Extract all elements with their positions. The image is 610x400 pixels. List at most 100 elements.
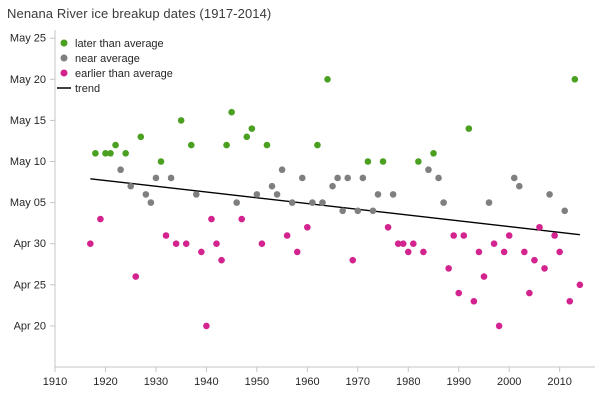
data-point — [425, 166, 432, 174]
data-point — [480, 273, 488, 280]
x-tick-label: 1970 — [346, 376, 370, 388]
data-point — [132, 273, 140, 280]
data-point — [87, 240, 94, 248]
data-point — [379, 158, 387, 165]
data-point — [248, 125, 256, 132]
data-point — [460, 232, 468, 239]
data-point — [187, 141, 195, 149]
y-tick-label: Apr 25 — [14, 279, 46, 291]
data-point — [218, 256, 225, 264]
data-point — [193, 191, 200, 198]
x-tick-label: 1950 — [245, 376, 269, 388]
data-point — [137, 133, 145, 141]
data-point — [253, 191, 261, 198]
data-point — [389, 191, 397, 198]
data-point — [404, 248, 412, 256]
data-point — [364, 158, 372, 165]
x-tick-label: 1910 — [43, 376, 67, 388]
legend-label: trend — [75, 83, 100, 95]
data-point — [440, 199, 447, 206]
data-point — [324, 76, 331, 83]
data-point — [510, 174, 518, 182]
data-point — [541, 265, 548, 272]
data-point — [490, 240, 498, 248]
data-point — [107, 149, 114, 157]
y-tick-label: May 05 — [10, 197, 46, 209]
y-tick-label: May 25 — [10, 33, 46, 45]
legend-item-near: near average — [60, 53, 140, 65]
data-point — [258, 240, 266, 248]
data-point — [329, 182, 336, 190]
data-point — [415, 158, 422, 165]
y-tick-label: May 15 — [10, 115, 46, 127]
data-point — [288, 199, 296, 206]
data-point — [369, 207, 377, 215]
data-point — [455, 289, 463, 297]
legend-earlier-swatch — [60, 69, 68, 77]
y-tick-label: May 10 — [10, 156, 46, 168]
data-point — [470, 297, 478, 305]
chart-title: Nenana River ice breakup dates (1917-201… — [7, 6, 272, 21]
data-point — [394, 240, 402, 248]
data-point — [354, 207, 362, 215]
x-tick-label: 1990 — [446, 376, 470, 388]
data-point — [273, 191, 281, 198]
data-point — [213, 240, 220, 248]
data-point — [92, 149, 99, 157]
data-point — [198, 248, 205, 256]
data-point — [374, 191, 382, 198]
data-point — [223, 141, 230, 149]
data-point — [177, 117, 185, 124]
data-point — [112, 141, 119, 149]
data-point — [127, 182, 135, 190]
data-point — [304, 223, 311, 231]
data-point — [243, 133, 251, 141]
data-point — [152, 174, 160, 182]
data-point — [344, 174, 352, 182]
x-tick-label: 1960 — [295, 376, 319, 388]
data-point — [182, 240, 190, 248]
data-point — [122, 149, 129, 157]
data-point — [485, 199, 493, 206]
data-point — [334, 174, 341, 182]
trend-line — [90, 178, 580, 236]
data-point — [208, 215, 215, 223]
data-point — [420, 248, 427, 256]
x-tick-label: 2010 — [547, 376, 571, 388]
data-point — [293, 248, 301, 256]
data-point — [359, 174, 367, 182]
y-tick-label: Apr 30 — [14, 238, 46, 250]
data-point — [526, 289, 533, 297]
data-point — [203, 322, 210, 330]
data-point — [495, 322, 503, 330]
x-tick-label: 1920 — [93, 376, 117, 388]
legend-near-swatch — [60, 54, 68, 62]
data-point — [97, 215, 104, 223]
data-point — [172, 240, 180, 248]
data-point — [556, 248, 563, 256]
data-point — [349, 256, 357, 264]
data-point — [319, 199, 326, 206]
x-tick-label: 2000 — [497, 376, 521, 388]
data-point — [561, 207, 569, 215]
data-point — [268, 182, 276, 190]
data-point — [309, 199, 316, 206]
data-point — [339, 207, 346, 215]
data-point — [162, 232, 170, 239]
data-point — [102, 149, 109, 157]
data-point — [157, 158, 165, 165]
data-point — [430, 149, 437, 157]
data-point — [263, 141, 271, 149]
legend-item-earlier: earlier than average — [60, 68, 173, 80]
data-point — [500, 248, 508, 256]
data-point — [410, 240, 417, 248]
legend-label: later than average — [75, 38, 164, 50]
legend-item-later: later than average — [60, 38, 164, 50]
data-point — [314, 141, 321, 149]
data-point — [399, 240, 407, 248]
data-point — [566, 297, 574, 305]
data-point — [531, 256, 538, 264]
data-point — [167, 174, 175, 182]
x-tick-label: 1930 — [144, 376, 168, 388]
